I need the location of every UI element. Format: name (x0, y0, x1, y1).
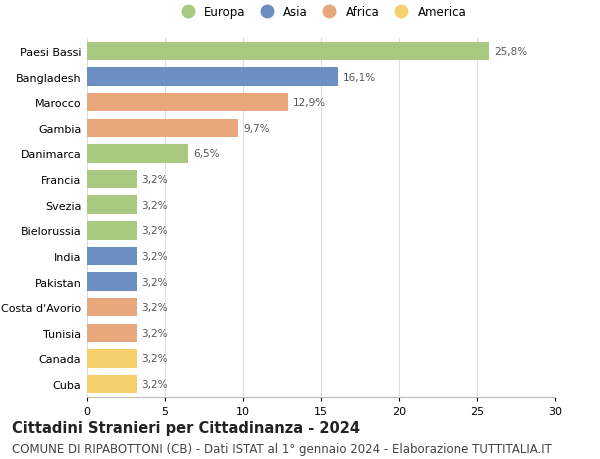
Text: COMUNE DI RIPABOTTONI (CB) - Dati ISTAT al 1° gennaio 2024 - Elaborazione TUTTIT: COMUNE DI RIPABOTTONI (CB) - Dati ISTAT … (12, 442, 552, 454)
Bar (87, 68, 338, 87)
Text: 3,2%: 3,2% (142, 252, 168, 261)
Bar (87, 375, 137, 393)
Bar (87, 324, 137, 342)
Bar (87, 43, 490, 61)
Bar (87, 222, 137, 240)
Text: 3,2%: 3,2% (142, 379, 168, 389)
Text: 3,2%: 3,2% (142, 226, 168, 236)
Bar (87, 196, 137, 214)
Text: 3,2%: 3,2% (142, 175, 168, 185)
Text: 3,2%: 3,2% (142, 328, 168, 338)
Text: 6,5%: 6,5% (193, 149, 220, 159)
Text: 3,2%: 3,2% (142, 277, 168, 287)
Text: 3,2%: 3,2% (142, 200, 168, 210)
Bar (87, 119, 238, 138)
Bar (87, 145, 188, 163)
Bar (87, 273, 137, 291)
Text: 12,9%: 12,9% (293, 98, 326, 108)
Text: Cittadini Stranieri per Cittadinanza - 2024: Cittadini Stranieri per Cittadinanza - 2… (12, 420, 360, 435)
Text: 3,2%: 3,2% (142, 354, 168, 364)
Bar (87, 170, 137, 189)
Text: 3,2%: 3,2% (142, 302, 168, 313)
Legend: Europa, Asia, Africa, America: Europa, Asia, Africa, America (173, 4, 469, 22)
Bar (87, 349, 137, 368)
Text: 25,8%: 25,8% (494, 47, 527, 57)
Bar (87, 247, 137, 266)
Text: 9,7%: 9,7% (243, 123, 269, 134)
Bar (87, 298, 137, 317)
Bar (87, 94, 288, 112)
Text: 16,1%: 16,1% (343, 73, 376, 82)
